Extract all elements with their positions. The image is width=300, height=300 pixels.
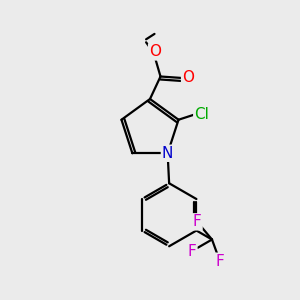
Text: O: O [149, 44, 161, 59]
Text: F: F [193, 214, 202, 229]
Text: N: N [162, 146, 173, 161]
Text: F: F [188, 244, 196, 259]
Text: F: F [215, 254, 224, 269]
Text: Cl: Cl [194, 107, 209, 122]
Text: O: O [182, 70, 194, 86]
